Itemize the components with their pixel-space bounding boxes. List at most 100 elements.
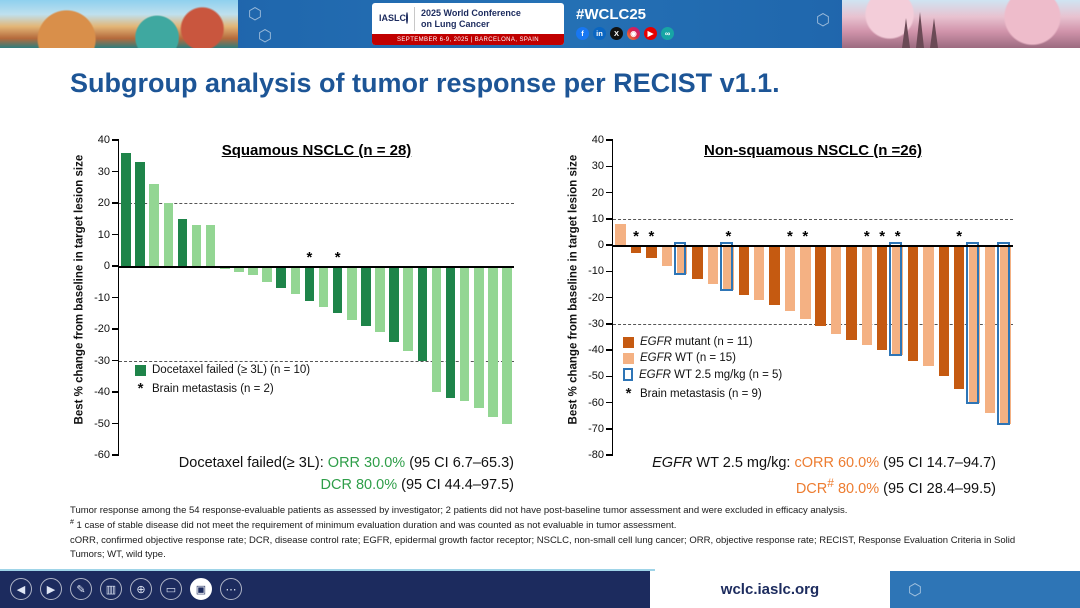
waterfall-bar [276,266,286,289]
dcr-superscript: # [827,476,834,491]
y-tick-label: -20 [94,323,110,335]
waterfall-bar [615,224,626,245]
y-tick-label: -60 [588,396,604,409]
facebook-icon[interactable]: f [576,27,589,40]
dcr-value: 80.0% [833,481,880,498]
frames-icon[interactable]: ▥ [100,578,122,600]
orr-value: ORR 30.0% [327,455,406,471]
y-tick-mark [606,139,613,141]
zoom-icon[interactable]: ⊕ [130,578,152,600]
y-tick-mark [606,296,613,299]
waterfall-bar [969,245,980,403]
waterfall-bar [346,266,357,320]
waterfall-bar [220,266,230,270]
banner-photo-right [842,0,1080,48]
decorative-shape [902,18,910,48]
y-tick-label: 30 [591,160,604,173]
y-tick-label: -40 [588,344,604,356]
more-icon[interactable]: ⋯ [220,578,242,600]
youtube-icon[interactable]: ▶ [644,27,657,40]
camera-icon[interactable]: ▣ [190,578,212,600]
y-tick-mark [606,244,613,246]
y-tick-label: 30 [97,165,110,178]
summary-line: DCR 80.0% (95 CI 44.4–97.5) [90,474,514,496]
y-tick-label: 10 [97,228,110,241]
y-tick-mark [112,170,119,173]
dose-outline-box [720,242,733,291]
conference-title: 2025 World Conference on Lung Cancer [421,8,521,29]
brain-metastasis-marker: * [802,228,809,245]
brain-metastasis-marker: * [725,228,732,245]
corr-value: cORR 60.0% [794,455,880,471]
y-tick-mark [606,270,613,272]
footnote-line: Tumor response among the 54 response-eva… [70,505,848,516]
summary-text: (95 CI 14.7–94.7) [879,455,996,471]
summary-text: Docetaxel failed(≥ 3L): [178,455,328,471]
y-tick-mark [606,218,613,220]
fill-swatch-icon [623,352,634,364]
forward-icon[interactable]: ▶ [40,578,62,600]
y-tick-label: -50 [94,417,110,430]
waterfall-bar [769,245,780,306]
summary-text: EGFR [652,455,693,471]
x-twitter-icon[interactable]: X [610,27,623,40]
y-tick-label: -60 [94,449,110,461]
summary-line: Docetaxel failed(≥ 3L): ORR 30.0% (95 CI… [90,452,514,474]
legend-item: EGFR WT (n = 15) [623,352,782,364]
y-tick-label: 40 [97,134,110,146]
back-icon[interactable]: ◀ [10,578,32,600]
brain-metastasis-marker: * [863,228,870,245]
y-tick-mark [112,202,119,204]
waterfall-bar [473,266,484,408]
iaslc-logo: IASLC [379,12,408,24]
dose-outline-box [889,242,902,357]
brain-metastasis-marker: * [956,228,963,245]
highlight-icon[interactable]: ▭ [160,578,182,600]
legend-item: * Brain metastasis (n = 9) [623,385,782,402]
chart-non-squamous: Best % change from baseline in target le… [560,134,1015,461]
waterfall-bar [830,245,842,335]
conference-title-line1: 2025 World Conference [421,8,521,19]
waterfall-bar [135,162,145,266]
waterfall-bar [431,266,442,392]
footer-url[interactable]: wclc.iaslc.org [720,581,820,598]
legend: EGFR mutant (n = 11) EGFR WT (n = 15) EGFR… [623,336,783,406]
chart-title: Squamous NSCLC (n = 28) [221,142,412,159]
waterfall-bar [459,266,470,402]
plot-area-non-squamous: Non-squamous NSCLC (n =26) * * * * * * * * * EGFR… [606,139,1013,456]
brain-metastasis-marker: * [306,249,313,266]
waterfall-bar [861,245,873,345]
dose-outline-box [997,242,1010,425]
brain-metastasis-marker: * [879,228,886,245]
pen-icon[interactable]: ✎ [70,578,92,600]
plot-area-squamous: Squamous NSCLC (n = 28) * * Docetaxel fail… [112,139,514,456]
waterfall-bar [304,266,315,301]
zero-axis-line [119,266,514,268]
divider [414,6,415,31]
legend-item: EGFR WT 2.5 mg/kg (n = 5) [623,368,782,381]
linkedin-icon[interactable]: in [593,27,606,40]
y-tick-mark [112,454,119,456]
hexagon-decoration: ⬡ [248,6,262,23]
y-tick-label: 40 [591,134,604,146]
asterisk-swatch-icon: * [137,380,144,397]
y-tick-mark [112,328,119,330]
reference-line [119,360,514,362]
waterfall-bar [191,225,202,266]
chart-title: Non-squamous NSCLC (n =26) [704,142,922,159]
y-tick-label: 0 [597,239,604,251]
y-axis-ticks: 40 30 20 10 0 -10 -20 -30 -40 -50 -60 -70 -80 [580,134,608,461]
reference-line [613,218,1013,220]
legend-item: * Brain metastasis (n = 2) [135,380,310,397]
waterfall-bar [738,245,749,295]
waterfall-bar [646,245,657,259]
date-location-strip: SEPTEMBER 6-9, 2025 | BARCELONA, SPAIN [372,34,564,45]
share-icon[interactable]: ∞ [661,27,674,40]
waterfall-bar [907,245,919,361]
hexagon-decoration: ⬡ [816,12,830,29]
summary-line: EGFR WT 2.5 mg/kg: cORR 60.0% (95 CI 14.… [588,452,996,474]
summary-text: WT 2.5 mg/kg: [692,455,795,471]
brain-metastasis-marker: * [648,228,655,245]
instagram-icon[interactable]: ◉ [627,27,640,40]
